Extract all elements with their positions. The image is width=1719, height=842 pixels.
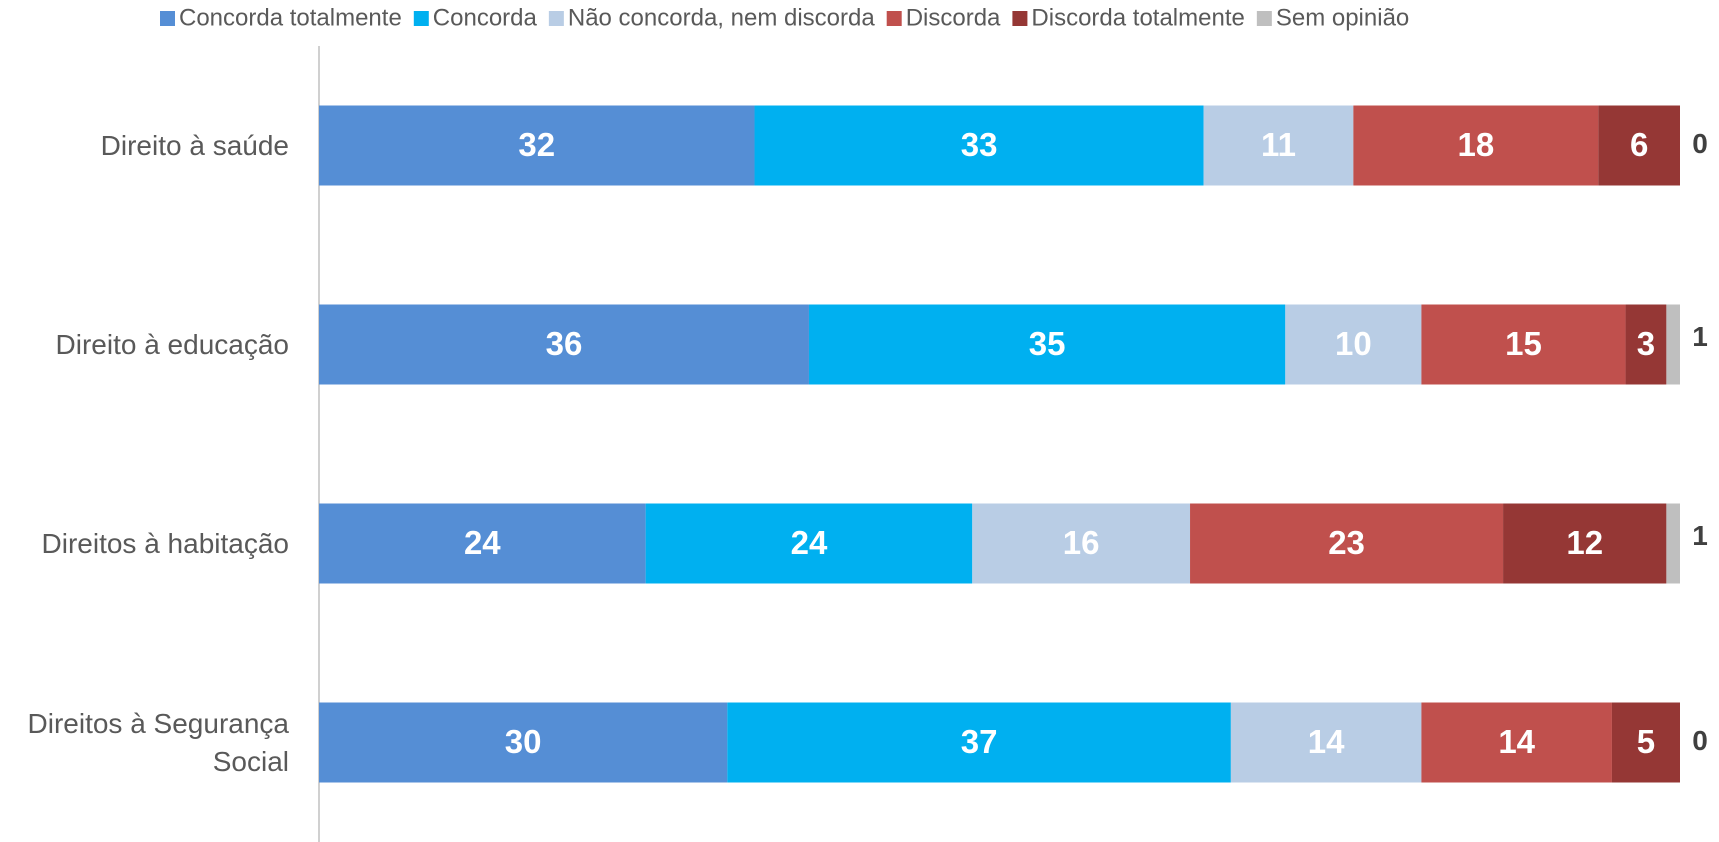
category-label: Direitos à Segurança Social	[27, 707, 289, 777]
legend-swatch	[1012, 11, 1028, 26]
value-label: 11	[1261, 126, 1296, 163]
bar-segment	[1353, 105, 1599, 186]
bar-segment	[319, 105, 755, 186]
value-label: 5	[1637, 723, 1655, 760]
legend-swatch	[886, 11, 902, 26]
bar-segment	[1611, 702, 1680, 783]
value-label: 14	[1498, 723, 1535, 760]
value-label: 36	[546, 325, 583, 362]
value-label: 33	[961, 126, 998, 163]
bar-segment	[1503, 503, 1667, 584]
legend-label: Concorda	[433, 4, 538, 31]
value-label: 10	[1335, 325, 1372, 362]
value-label: 6	[1630, 126, 1648, 163]
value-label: 18	[1457, 126, 1494, 163]
category-label: Direito à educação	[55, 328, 289, 360]
value-label: 15	[1505, 325, 1542, 362]
bar-segment	[1230, 702, 1422, 783]
legend-label: Concorda totalmente	[179, 4, 402, 31]
value-label: 1	[1692, 520, 1708, 551]
value-label: 12	[1566, 524, 1603, 561]
legend-swatch	[1256, 11, 1272, 26]
value-label: 14	[1308, 723, 1345, 760]
bar-segment	[727, 702, 1231, 783]
value-label: 37	[961, 723, 998, 760]
bar-segment	[1421, 304, 1626, 385]
bar-segment	[319, 702, 728, 783]
value-label: 16	[1063, 524, 1100, 561]
bar-segment	[1666, 304, 1680, 385]
value-label: 32	[518, 126, 555, 163]
category-label: Direito à saúde	[100, 129, 289, 161]
bar-segment	[1625, 304, 1667, 385]
value-label: 1	[1692, 321, 1708, 352]
legend-swatch	[413, 11, 429, 26]
bar-segment	[808, 304, 1286, 385]
legend-label: Discorda totalmente	[1031, 4, 1244, 31]
bar-segment	[645, 503, 973, 584]
bar-segment	[319, 304, 809, 385]
bar-segment	[972, 503, 1191, 584]
bar-segment	[754, 105, 1204, 186]
value-label: 0	[1692, 725, 1708, 756]
category-label: Direitos à habitação	[41, 527, 289, 559]
legend-swatch	[160, 11, 175, 26]
value-label: 35	[1029, 325, 1066, 362]
value-label: 3	[1637, 325, 1655, 362]
bar-segment	[1421, 702, 1612, 783]
legend-label: Discorda	[906, 4, 1001, 31]
legend-label: Não concorda, nem discorda	[568, 4, 875, 31]
value-label: 24	[464, 524, 501, 561]
legend-label: Sem opinião	[1276, 4, 1409, 31]
value-label: 0	[1692, 128, 1708, 159]
bar-segment	[1190, 503, 1504, 584]
value-label: 23	[1328, 524, 1365, 561]
value-label: 30	[505, 723, 542, 760]
bar-segment	[1285, 304, 1422, 385]
bar-segment	[319, 503, 646, 584]
bar-segment	[1598, 105, 1680, 186]
bar-segment	[1666, 503, 1680, 584]
bar-segment	[1203, 105, 1354, 186]
legend-swatch	[548, 11, 564, 26]
value-label: 24	[791, 524, 828, 561]
